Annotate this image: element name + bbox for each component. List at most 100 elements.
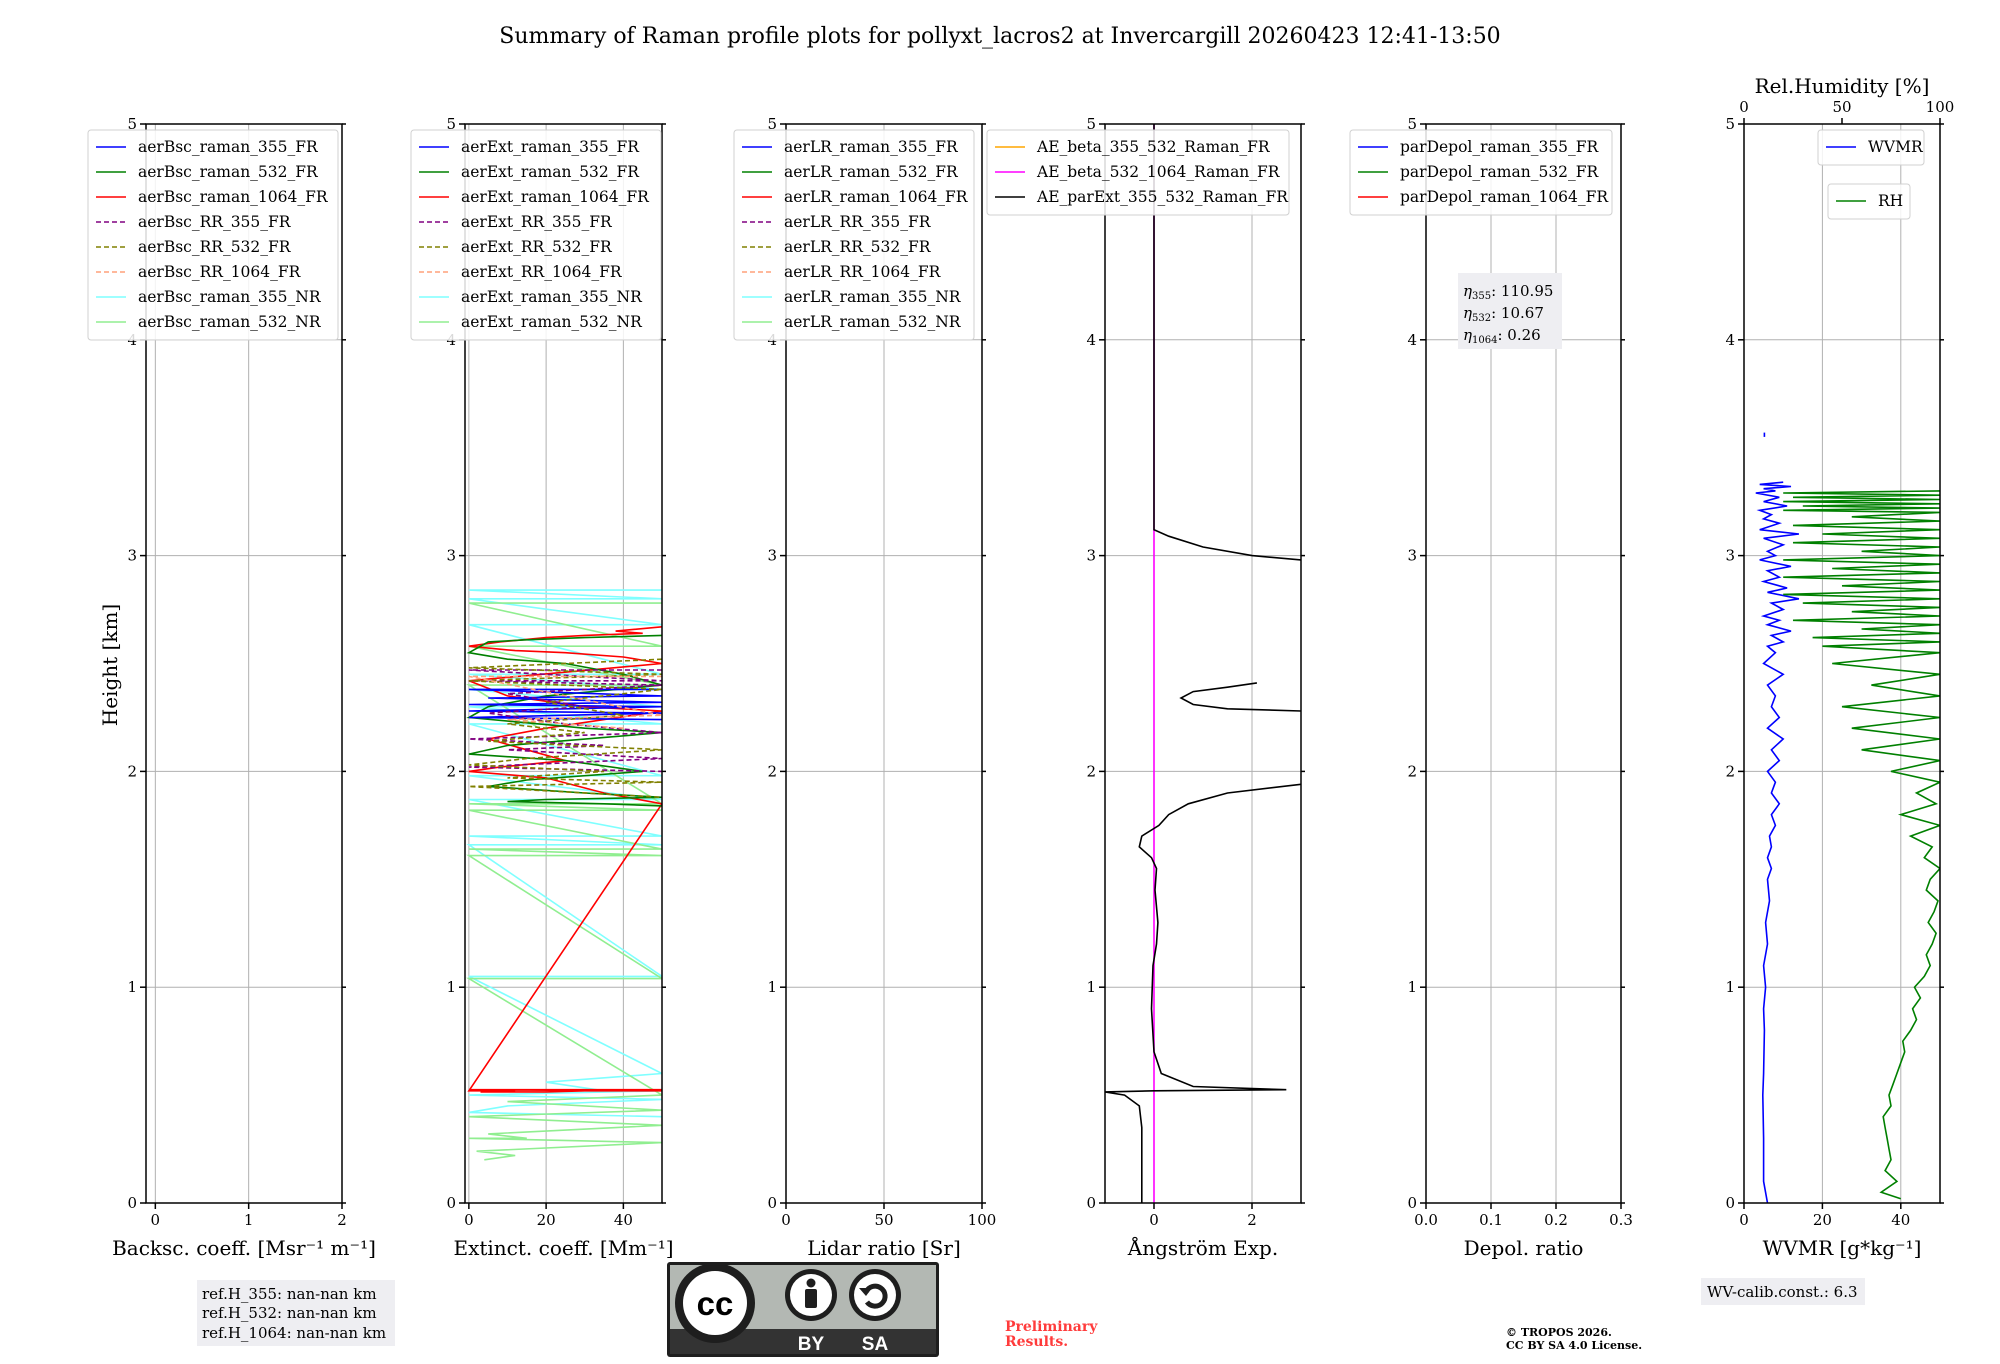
y-tick-label: 1	[767, 978, 777, 996]
axes-frame	[1425, 123, 1622, 1204]
y-tick-label: 1	[1086, 978, 1096, 996]
svg-text:CC BY SA 4.0 License.: CC BY SA 4.0 License.	[1506, 1339, 1642, 1352]
y-tick-label: 4	[1725, 331, 1735, 349]
legend-label: aerBsc_RR_532_FR	[138, 238, 292, 256]
legend-label: aerBsc_raman_355_FR	[138, 138, 319, 156]
legend-label: aerLR_RR_355_FR	[784, 213, 932, 231]
x-tick-label: 0.3	[1609, 1211, 1633, 1229]
y-tick-label: 2	[1086, 762, 1096, 780]
y-tick-label: 2	[767, 762, 777, 780]
legend-lr: aerLR_raman_355_FR aerLR_raman_532_FR aerL…	[733, 129, 975, 341]
refh-532: ref.H_532: nan-nan km	[202, 1304, 377, 1322]
x-tick-label: 0	[1739, 1211, 1749, 1229]
y-tick-label: 3	[1086, 547, 1096, 565]
series-aerExt_RR_1064_FR	[468, 675, 662, 729]
y-tick-label: 4	[1407, 331, 1417, 349]
y-tick-label: 2	[1725, 762, 1735, 780]
legend-label: aerExt_raman_1064_FR	[461, 188, 650, 206]
y-tick-label: 0	[446, 1194, 456, 1212]
x-axis-label: Extinct. coeff. [Mm⁻¹]	[453, 1236, 673, 1260]
legend-wv: WVMR	[1817, 129, 1925, 166]
x-axis-label: Ångström Exp.	[1127, 1235, 1278, 1260]
copyright-note: © TROPOS 2026. CC BY SA 4.0 License.	[1506, 1326, 1642, 1352]
legend-label: aerBsc_raman_532_NR	[138, 313, 322, 331]
y-tick-label: 1	[1725, 978, 1735, 996]
y-tick-label: 0	[1407, 1194, 1417, 1212]
axes-frame	[145, 123, 343, 1204]
x-tick-label: 0	[151, 1211, 161, 1229]
legend-label: aerLR_RR_532_FR	[784, 238, 932, 256]
y-tick-label: 2	[1407, 762, 1417, 780]
legend-label: aerExt_raman_532_FR	[461, 163, 640, 181]
series-aerExt_raman_532_NR	[466, 602, 662, 1161]
refh-355: ref.H_355: nan-nan km	[202, 1285, 377, 1303]
series-group	[466, 589, 662, 1161]
panel-bsc: 012345012Backsc. coeff. [Msr⁻¹ m⁻¹]aerBs…	[87, 115, 376, 1260]
svg-text:Results.: Results.	[1005, 1334, 1068, 1350]
x-tick-label: 0	[1149, 1211, 1159, 1229]
legend-label: aerBsc_raman_1064_FR	[138, 188, 329, 206]
legend-label: parDepol_raman_1064_FR	[1400, 188, 1609, 206]
axes-frame	[1104, 123, 1302, 1204]
legend-label: aerLR_raman_355_NR	[784, 288, 962, 306]
svg-text:Preliminary: Preliminary	[1005, 1319, 1098, 1335]
y-tick-label: 1	[446, 978, 456, 996]
y-tick-label: 1	[1407, 978, 1417, 996]
legend-label: AE_parExt_355_532_Raman_FR	[1036, 188, 1289, 206]
x-tick-label: 0.2	[1544, 1211, 1568, 1229]
x-tick-label: 0	[781, 1211, 791, 1229]
legend-label: aerBsc_raman_355_NR	[138, 288, 322, 306]
legend-label: aerLR_raman_355_FR	[784, 138, 959, 156]
svg-text:cc: cc	[697, 1285, 734, 1322]
wv-calib-box: WV-calib.const.: 6.3	[1701, 1278, 1865, 1305]
legend-label: RH	[1878, 192, 1903, 210]
series-AE_parExt_355_532_Raman_FR	[1105, 783, 1301, 1203]
series-WVMR	[1755, 481, 1800, 1203]
y-tick-label: 1	[127, 978, 137, 996]
y-tick-label: 0	[1725, 1194, 1735, 1212]
y-tick-label: 5	[127, 115, 137, 133]
eta-532: η532: 10.67	[1463, 304, 1544, 324]
series-aerExt_RR_355_FR	[468, 669, 662, 773]
y-tick-label: 4	[1086, 331, 1096, 349]
x2-tick-label: 50	[1832, 98, 1851, 116]
x-tick-label: 20	[537, 1211, 556, 1229]
series-group	[1755, 432, 1940, 1203]
legend-ext: aerExt_raman_355_FR aerExt_raman_532_FRae…	[410, 129, 662, 341]
series-aerExt_RR_532_FR	[468, 658, 662, 799]
panel-depol: 0 1 2 3 4 5 0.0 0.1 0.2 0.3 Depol. ratio parDepol_r…	[1349, 115, 1633, 1260]
legend-label: aerLR_raman_532_FR	[784, 163, 959, 181]
legend-ae: AE_beta_355_532_Raman_FR AE_beta_532_1064…	[986, 129, 1290, 216]
x2-tick-label: 0	[1739, 98, 1749, 116]
wv-calib-text: WV-calib.const.: 6.3	[1707, 1283, 1858, 1301]
x-tick-label: 20	[1813, 1211, 1832, 1229]
attribution-icon	[785, 1269, 837, 1321]
x-axis-label: Depol. ratio	[1464, 1236, 1584, 1260]
y-tick-label: 5	[1407, 115, 1417, 133]
svg-text:BY: BY	[798, 1334, 825, 1355]
panel-ext: 01234502040Extinct. coeff. [Mm⁻¹]aerExt_…	[410, 115, 674, 1260]
legend-depol: parDepol_raman_355_FR parDepol_raman_532_…	[1349, 129, 1613, 216]
legend-label: AE_beta_355_532_Raman_FR	[1036, 138, 1271, 156]
y-tick-label: 3	[1725, 547, 1735, 565]
y-axis-label: Height [km]	[98, 604, 122, 726]
refh-1064: ref.H_1064: nan-nan km	[202, 1324, 386, 1342]
series-AE_parExt_355_532_Raman_FR	[1153, 124, 1301, 561]
legend-label: aerExt_raman_532_NR	[461, 313, 643, 331]
legend-label: parDepol_raman_532_FR	[1400, 163, 1600, 181]
legend-label: WVMR	[1868, 138, 1924, 156]
x-tick-label: 40	[614, 1211, 633, 1229]
legend-label: aerExt_RR_532_FR	[461, 238, 613, 256]
share-alike-icon	[849, 1269, 901, 1321]
y-tick-label: 3	[767, 547, 777, 565]
y-tick-label: 5	[446, 115, 456, 133]
x2-axis-label: Rel.Humidity [%]	[1755, 74, 1930, 98]
legend-label: aerExt_RR_355_FR	[461, 213, 613, 231]
legend-label: parDepol_raman_355_FR	[1400, 138, 1600, 156]
x-tick-label: 2	[337, 1211, 347, 1229]
x-axis-label: WVMR [g*kg⁻¹]	[1763, 1236, 1922, 1260]
y-tick-label: 2	[446, 762, 456, 780]
panels: 012345012Backsc. coeff. [Msr⁻¹ m⁻¹]aerBs…	[87, 74, 1954, 1260]
